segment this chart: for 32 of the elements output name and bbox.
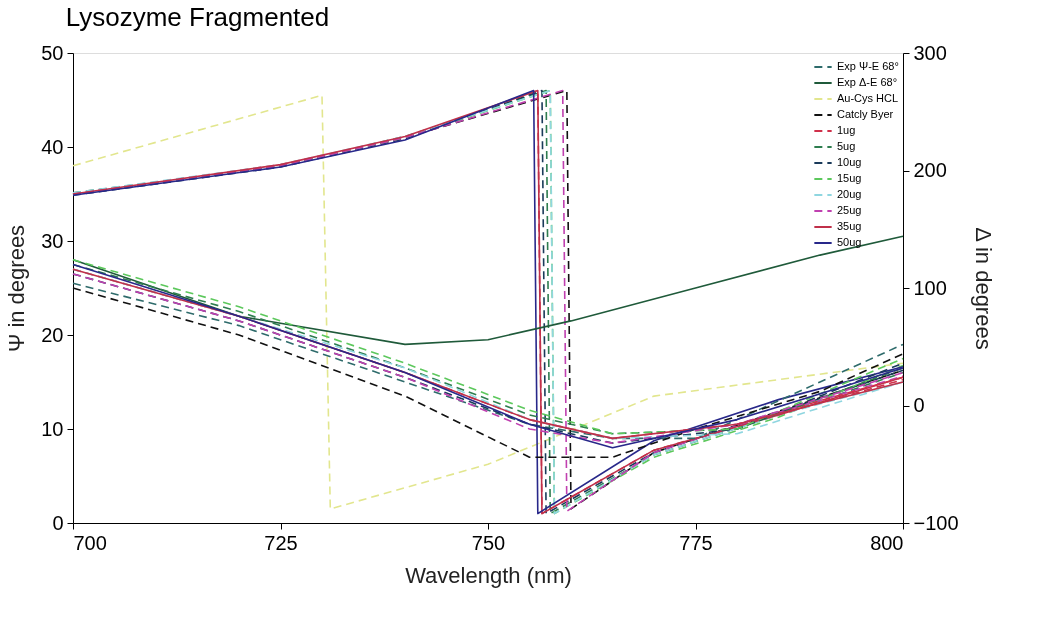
legend-label: 20ug: [837, 188, 862, 200]
x-axis-title: Wavelength (nm): [405, 562, 572, 588]
y2-tick-label: 300: [913, 41, 947, 64]
legend-label: Au-Cys HCL: [837, 92, 899, 104]
x-tick-label: 800: [870, 531, 904, 554]
legend-label: 15ug: [837, 172, 862, 184]
y-tick-label: 20: [41, 323, 64, 346]
y2-tick-label: −100: [913, 511, 959, 534]
legend-label: 10ug: [837, 156, 862, 168]
x-tick-label: 775: [679, 531, 713, 554]
legend-label: 5ug: [837, 140, 856, 152]
legend-label: Exp Ψ-E 68°: [837, 60, 899, 72]
legend-label: 35ug: [837, 220, 862, 232]
y2-tick-label: 0: [913, 394, 925, 416]
legend-label: Exp Δ-E 68°: [837, 76, 898, 88]
y2-tick-label: 200: [913, 159, 947, 181]
y-tick-label: 30: [41, 229, 64, 252]
chart-title: Lysozyme Fragmented: [65, 2, 330, 32]
legend-label: 1ug: [837, 124, 856, 136]
y-tick-label: 0: [52, 511, 64, 534]
legend-label: Catcly Byer: [837, 108, 894, 120]
y2-axis-title: Δ in degrees: [970, 227, 996, 350]
x-tick-label: 725: [264, 531, 298, 554]
y2-tick-label: 100: [913, 276, 947, 299]
y-tick-label: 40: [41, 135, 64, 158]
x-tick-label: 700: [73, 531, 107, 554]
x-tick-label: 750: [471, 531, 506, 554]
legend-label: 50ug: [837, 236, 862, 248]
y-axis-title: Ψ in degrees: [4, 224, 30, 353]
y-tick-label: 50: [41, 41, 64, 64]
y-tick-label: 10: [41, 417, 64, 440]
legend-label: 25ug: [837, 204, 862, 216]
